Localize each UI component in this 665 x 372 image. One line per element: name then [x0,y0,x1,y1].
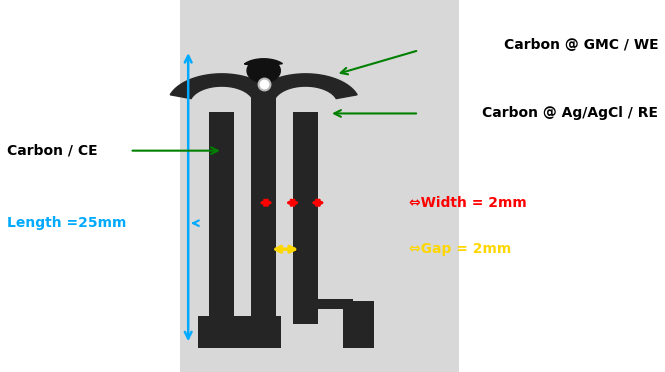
Bar [293,112,318,324]
Text: Carbon @ Ag/AgCl / RE: Carbon @ Ag/AgCl / RE [482,106,658,121]
FancyBboxPatch shape [180,0,459,372]
Polygon shape [254,74,357,99]
Bar [198,316,246,348]
Polygon shape [245,59,283,83]
Text: Length =25mm: Length =25mm [7,216,126,230]
Text: Carbon / CE: Carbon / CE [7,144,97,158]
Bar [246,316,281,348]
Text: Carbon @ GMC / WE: Carbon @ GMC / WE [503,38,658,52]
Bar [343,301,374,348]
Bar [317,299,353,309]
Bar [209,112,234,324]
Bar [251,93,276,324]
Text: ⇔Width = 2mm: ⇔Width = 2mm [409,196,527,210]
Polygon shape [170,74,273,99]
Text: ⇔Gap = 2mm: ⇔Gap = 2mm [409,242,511,256]
